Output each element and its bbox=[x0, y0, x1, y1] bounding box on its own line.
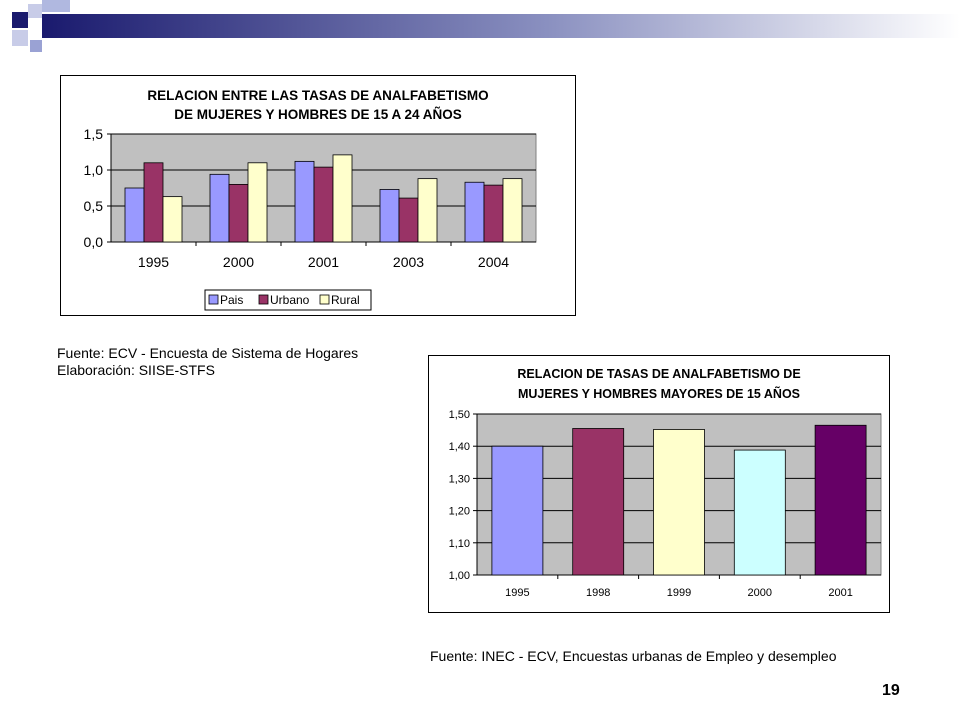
chart-mayores-15-svg: RELACION DE TASAS DE ANALFABETISMO DE MUJ… bbox=[449, 367, 882, 599]
chart2-xtick-label: 1995 bbox=[505, 587, 529, 599]
chart2-xtick-label: 2000 bbox=[748, 587, 772, 599]
chart1-title-line-2: DE MUJERES Y HOMBRES DE 15 A 24 AÑOS bbox=[174, 107, 462, 122]
chart1-ytick-label: 1,5 bbox=[84, 126, 104, 142]
chart2-ytick-label: 1,20 bbox=[449, 506, 470, 518]
source-line-2: Elaboración: SIISE-STFS bbox=[57, 362, 215, 378]
chart2-bar-1998 bbox=[572, 428, 625, 576]
chart1-bar-urbano-1995 bbox=[143, 162, 164, 243]
chart1-ytick-label: 0,0 bbox=[84, 234, 104, 250]
chart1-legend-box bbox=[204, 289, 372, 311]
header-square-blue bbox=[12, 30, 28, 46]
page-number: 19 bbox=[882, 682, 900, 699]
chart1-xtick-label: 2003 bbox=[393, 254, 424, 270]
chart2-xtick-label: 1998 bbox=[586, 587, 610, 599]
chart1-bar-pais-2004 bbox=[464, 181, 485, 243]
chart1-bar-pais-2003 bbox=[379, 189, 400, 243]
chart1-legend-swatch-pais bbox=[208, 294, 219, 305]
chart2-ytick-label: 1,10 bbox=[449, 538, 470, 550]
chart1-title-line-1: RELACION ENTRE LAS TASAS DE ANALFABETISM… bbox=[147, 88, 488, 103]
header-gradient-bar bbox=[42, 14, 960, 38]
header-square-navy bbox=[12, 12, 28, 28]
chart1-ytick-label: 1,0 bbox=[84, 162, 104, 178]
source-note-chart2: Fuente: INEC - ECV, Encuestas urbanas de… bbox=[430, 648, 837, 664]
chart-15-24-svg: RELACION ENTRE LAS TASAS DE ANALFABETISM… bbox=[84, 88, 537, 311]
chart1-bar-urbano-2000 bbox=[228, 184, 249, 243]
chart1-legend-label-pais: Pais bbox=[220, 293, 243, 307]
chart1-bar-rural-2003 bbox=[417, 178, 438, 243]
chart1-xtick-label: 2004 bbox=[478, 254, 509, 270]
header-square-mid bbox=[42, 0, 70, 12]
chart1-xtick-label: 2000 bbox=[223, 254, 254, 270]
chart1-bar-urbano-2004 bbox=[483, 184, 504, 243]
chart1-bar-pais-1995 bbox=[124, 187, 145, 243]
chart1-legend-swatch-urbano bbox=[258, 294, 269, 305]
header-square-small bbox=[30, 40, 42, 52]
chart1-legend: Pais Urbano Rural bbox=[204, 289, 372, 311]
chart2-bar-1999 bbox=[653, 429, 705, 576]
chart-15-24: RELACION ENTRE LAS TASAS DE ANALFABETISM… bbox=[60, 75, 576, 316]
chart2-xtick-label: 1999 bbox=[667, 587, 691, 599]
chart2-title-line-1: RELACION DE TASAS DE ANALFABETISMO DE bbox=[517, 367, 800, 381]
header-square-light bbox=[28, 4, 42, 18]
chart2-ytick-label: 1,30 bbox=[449, 473, 470, 485]
chart2-ytick-label: 1,50 bbox=[449, 409, 470, 421]
chart1-bar-urbano-2001 bbox=[313, 166, 334, 243]
chart2-xtick-label: 2001 bbox=[828, 587, 852, 599]
source-note-chart1: Fuente: ECV - Encuesta de Sistema de Hog… bbox=[57, 345, 358, 379]
chart1-legend-label-rural: Rural bbox=[331, 293, 360, 307]
chart2-bar-2000 bbox=[733, 449, 786, 576]
chart1-bar-urbano-2003 bbox=[398, 197, 419, 243]
chart2-bar-2001 bbox=[814, 424, 867, 576]
chart1-bar-rural-2001 bbox=[332, 154, 353, 243]
chart1-bar-pais-2001 bbox=[294, 160, 315, 243]
chart-mayores-15: RELACION DE TASAS DE ANALFABETISMO DE MUJ… bbox=[428, 355, 890, 613]
chart2-title-line-2: MUJERES Y HOMBRES MAYORES DE 15 AÑOS bbox=[518, 386, 800, 401]
source-line-1: Fuente: ECV - Encuesta de Sistema de Hog… bbox=[57, 345, 359, 361]
chart2-ytick-label: 1,00 bbox=[449, 570, 470, 582]
chart1-bar-rural-2000 bbox=[247, 162, 268, 243]
chart1-bar-pais-2000 bbox=[209, 173, 230, 243]
chart1-ytick-label: 0,5 bbox=[84, 198, 104, 214]
chart2-ytick-label: 1,40 bbox=[449, 441, 470, 453]
slide-header-decoration bbox=[12, 0, 960, 52]
chart1-legend-label-urbano: Urbano bbox=[270, 293, 310, 307]
chart1-xtick-label: 2001 bbox=[308, 254, 339, 270]
chart1-xtick-label: 1995 bbox=[138, 254, 169, 270]
chart1-bar-rural-2004 bbox=[502, 178, 523, 243]
chart1-bar-rural-1995 bbox=[162, 196, 183, 243]
chart1-legend-swatch-rural bbox=[319, 294, 330, 305]
chart2-bar-1995 bbox=[491, 445, 544, 576]
